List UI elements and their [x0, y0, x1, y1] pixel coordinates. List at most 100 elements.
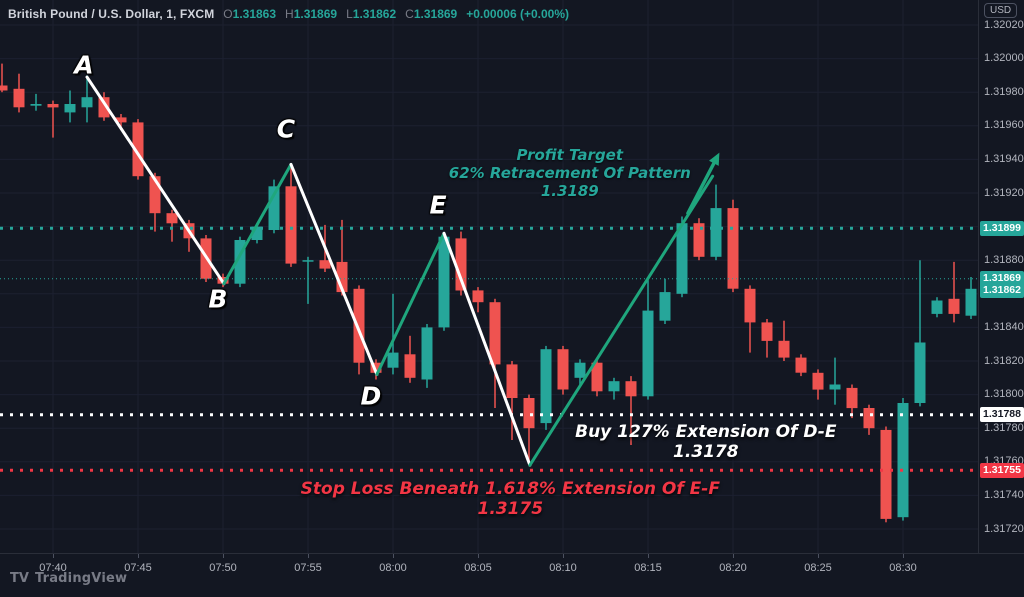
time-tick-mark	[308, 554, 309, 558]
time-tick-label: 08:15	[634, 562, 662, 574]
symbol-legend[interactable]: British Pound / U.S. Dollar, 1, FXCM O1.3…	[8, 7, 569, 21]
pattern-line-B-C	[222, 162, 293, 286]
buy-entry-callout[interactable]: Buy 127% Extension Of D-E 1.3178	[575, 422, 836, 462]
candle-body	[727, 208, 739, 289]
time-tick-label: 08:05	[464, 562, 492, 574]
pattern-line-D-E	[375, 231, 446, 376]
candle-body	[591, 362, 603, 392]
pattern-point-label-a[interactable]: A	[74, 50, 94, 80]
candle-body	[540, 349, 552, 424]
candle-body	[965, 288, 977, 316]
time-tick-label: 08:10	[549, 562, 577, 574]
price-tick: 1.32000	[984, 52, 1024, 65]
candle-body	[574, 362, 586, 378]
candle-body	[353, 288, 365, 363]
price-tick: 1.31960	[984, 119, 1024, 132]
low-label: L	[346, 7, 353, 21]
candle-body	[268, 186, 280, 230]
candle-body	[676, 223, 688, 294]
candle-body	[489, 302, 501, 365]
candle-body	[625, 381, 637, 397]
pattern-point-label-c[interactable]: C	[276, 114, 296, 144]
time-tick-label: 08:30	[889, 562, 917, 574]
time-tick-mark	[478, 554, 479, 558]
pattern-line-A-B	[85, 75, 226, 286]
candle-body	[387, 352, 399, 368]
candle-body	[472, 290, 484, 303]
price-tick: 1.31740	[984, 488, 1024, 501]
time-tick-mark	[53, 554, 54, 558]
candle-body	[30, 104, 42, 106]
price-tick: 1.31840	[984, 320, 1024, 333]
price-badge: 1.31869	[980, 271, 1024, 287]
pattern-line-F-projection	[528, 174, 715, 467]
close-value: 1.31869	[413, 7, 458, 21]
buy-entry-line1: Buy 127% Extension Of D-E	[575, 421, 837, 442]
time-tick-label: 07:55	[294, 562, 322, 574]
pattern-point-label-b[interactable]: B	[208, 284, 228, 314]
candles	[0, 63, 977, 523]
price-badge: 1.31862	[980, 282, 1024, 298]
candle-body	[149, 176, 161, 214]
profit-target-callout[interactable]: Profit Target 62% Retracement Of Pattern…	[449, 146, 691, 200]
profit-target-line2: 62% Retracement Of Pattern	[448, 163, 691, 182]
buy-entry-price: 1.3178	[672, 441, 739, 462]
symbol-title[interactable]: British Pound / U.S. Dollar, 1, FXCM	[8, 7, 215, 21]
candle-body	[914, 342, 926, 403]
price-tick: 1.31720	[984, 522, 1024, 535]
stop-loss-line1: Stop Loss Beneath 1.618% Extension Of E-…	[300, 478, 720, 499]
price-tick: 1.31920	[984, 186, 1024, 199]
candle-body	[710, 208, 722, 257]
currency-usd-chip: USD	[984, 3, 1018, 18]
pattern-point-label-e[interactable]: E	[429, 190, 447, 220]
candle-body	[0, 85, 8, 91]
price-tick: 1.31820	[984, 354, 1024, 367]
price-badge: 1.31755	[980, 462, 1024, 478]
candle-body	[81, 97, 93, 108]
profit-target-line1: Profit Target	[516, 145, 624, 164]
candle-body	[404, 354, 416, 378]
candle-body	[778, 340, 790, 358]
price-axis[interactable]: USD 1.32020 1.32000 1.31980 1.31960 1.31940 1…	[978, 0, 1024, 553]
candle-body	[931, 300, 943, 314]
time-tick-label: 08:00	[379, 562, 407, 574]
time-tick-mark	[733, 554, 734, 558]
price-pane[interactable]	[0, 0, 978, 553]
pattern-lines	[85, 75, 715, 467]
time-tick-mark	[563, 554, 564, 558]
stop-loss-callout[interactable]: Stop Loss Beneath 1.618% Extension Of E-…	[301, 479, 720, 519]
pattern-point-label-d[interactable]: D	[360, 381, 382, 411]
profit-target-price: 1.3189	[540, 181, 599, 200]
price-badge: 1.31788	[980, 407, 1024, 423]
price-tick: 1.32020	[984, 18, 1024, 31]
price-tick: 1.31940	[984, 152, 1024, 165]
candle-body	[370, 362, 382, 373]
candle-body	[47, 104, 59, 108]
price-tick: 1.31780	[984, 421, 1024, 434]
stop-loss-price: 1.3175	[477, 498, 544, 519]
candle-body	[557, 349, 569, 390]
price-tick: 1.31800	[984, 388, 1024, 401]
time-tick-label: 07:50	[209, 562, 237, 574]
candlestick-chart-canvas[interactable]	[0, 0, 978, 553]
candle-body	[234, 240, 246, 284]
candle-body	[336, 261, 348, 293]
tradingview-logo-icon: TV	[10, 571, 29, 586]
candle-body	[795, 357, 807, 373]
candle-body	[302, 260, 314, 262]
tradingview-watermark[interactable]: TV TradingView	[10, 571, 127, 586]
time-tick-mark	[648, 554, 649, 558]
time-tick-mark	[393, 554, 394, 558]
low-value: 1.31862	[352, 7, 397, 21]
time-tick-mark	[223, 554, 224, 558]
candle-body	[829, 384, 841, 390]
time-tick-label: 08:20	[719, 562, 747, 574]
candle-body	[812, 372, 824, 390]
candle-body	[863, 408, 875, 429]
time-tick-mark	[818, 554, 819, 558]
pattern-line-E-F	[442, 231, 532, 467]
time-axis[interactable]: 07:40 07:45 07:50 07:55 08:00 08:05 08:10 08:15…	[0, 553, 1024, 597]
candle-body	[846, 387, 858, 409]
candle-body	[744, 288, 756, 323]
